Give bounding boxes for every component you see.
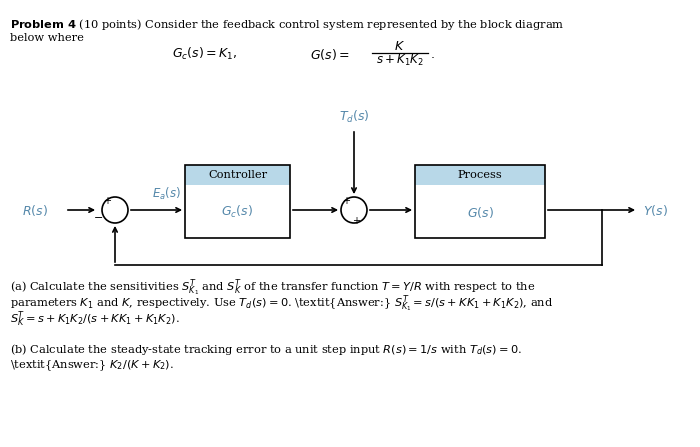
- Text: $-$: $-$: [93, 211, 103, 221]
- Text: $K$: $K$: [395, 41, 405, 54]
- Text: $s + K_1K_2$: $s + K_1K_2$: [376, 52, 424, 67]
- Bar: [415, 165, 545, 185]
- Text: (b) Calculate the steady-state tracking error to a unit step input $R(s) = 1/s$ : (b) Calculate the steady-state tracking …: [10, 342, 522, 357]
- Text: Controller: Controller: [208, 170, 267, 180]
- Text: $Y(s)$: $Y(s)$: [643, 202, 668, 218]
- Text: $E_a(s)$: $E_a(s)$: [153, 186, 181, 202]
- Text: Process: Process: [458, 170, 503, 180]
- Text: $\mathbf{Problem\ 4}$ (10 points) Consider the feedback control system represent: $\mathbf{Problem\ 4}$ (10 points) Consid…: [10, 17, 564, 32]
- Text: $G_c(s) = K_1,$: $G_c(s) = K_1,$: [172, 46, 238, 62]
- Text: $G(s) =$: $G(s) =$: [310, 46, 350, 62]
- Text: +: +: [342, 196, 350, 206]
- Text: $G(s)$: $G(s)$: [467, 204, 494, 219]
- Text: $.$: $.$: [430, 47, 434, 60]
- Text: parameters $K_1$ and $K$, respectively. Use $T_d(s) = 0$. \textit{Answer:} $S_{K: parameters $K_1$ and $K$, respectively. …: [10, 293, 553, 314]
- Text: $G_c(s)$: $G_c(s)$: [221, 204, 253, 220]
- Bar: [185, 165, 290, 185]
- Bar: [415, 185, 545, 238]
- Text: below where: below where: [10, 33, 84, 43]
- Bar: [415, 165, 545, 238]
- Text: +: +: [103, 196, 111, 206]
- Text: $S_K^T = s + K_1K_2/(s + KK_1 + K_1K_2)$.: $S_K^T = s + K_1K_2/(s + KK_1 + K_1K_2)$…: [10, 309, 180, 329]
- Text: $T_d(s)$: $T_d(s)$: [339, 109, 370, 125]
- Text: \textit{Answer:} $K_2/(K + K_2)$.: \textit{Answer:} $K_2/(K + K_2)$.: [10, 358, 174, 372]
- Bar: [185, 165, 290, 238]
- Text: (a) Calculate the sensitivities $S_{K_1}^T$ and $S_K^T$ of the transfer function: (a) Calculate the sensitivities $S_{K_1}…: [10, 277, 536, 298]
- Text: +: +: [352, 216, 360, 226]
- Text: $R(s)$: $R(s)$: [22, 202, 48, 218]
- Bar: [185, 185, 290, 238]
